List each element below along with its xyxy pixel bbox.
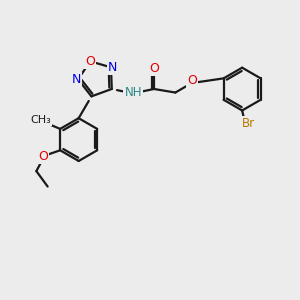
Text: O: O — [85, 55, 95, 68]
Text: O: O — [188, 74, 197, 87]
Text: N: N — [72, 73, 81, 86]
Text: N: N — [108, 61, 117, 74]
Text: CH₃: CH₃ — [31, 115, 52, 125]
Text: Br: Br — [242, 117, 255, 130]
Text: O: O — [39, 150, 48, 163]
Text: NH: NH — [124, 86, 142, 99]
Text: O: O — [149, 62, 159, 75]
